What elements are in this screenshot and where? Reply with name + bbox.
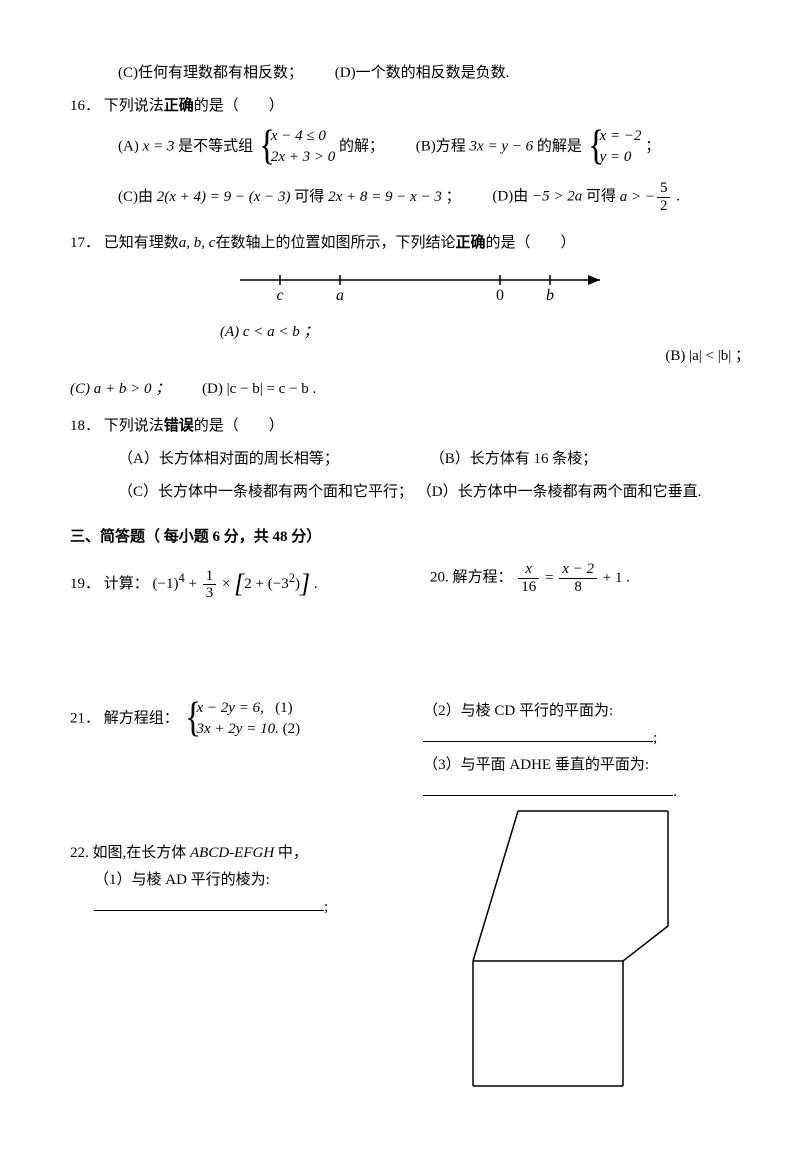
q15-options: (C)任何有理数都有相反数； (D)一个数的相反数是负数. [70, 60, 750, 87]
q19-q20-row: 19． 计算： (−1)4 + 13 × [2 + (−32)] . 20. 解… [70, 561, 750, 608]
q16-stem-pre: 下列说法 [104, 98, 164, 114]
cuboid-figure [423, 806, 750, 1116]
section-3-title: 三、简答题（ 每小题 6 分，共 48 分） [70, 524, 750, 551]
q16-stem-bold: 正确 [164, 98, 194, 114]
q16-a-x: x = 3 [143, 139, 175, 155]
q16-opt-a: (A) x = 3 是不等式组 x − 4 ≤ 0 2x + 3 > 0 的解； [118, 126, 384, 168]
q22-p1-blank [94, 895, 324, 911]
q16-b-eq: 3x = y − 6 [470, 139, 534, 155]
q20-label: 解方程： [453, 570, 513, 586]
q21-label: 解方程组： [104, 710, 179, 726]
q16-stem: 16． 下列说法正确的是（ ） [70, 93, 750, 120]
q22-p3-blank [423, 780, 673, 796]
svg-text:c: c [276, 287, 283, 304]
q16-row2: (C)由 2(x + 4) = 9 − (x − 3) 可得 2x + 8 = … [70, 180, 750, 214]
q16-opt-c: (C)由 2(x + 4) = 9 − (x − 3) 可得 2x + 8 = … [118, 184, 461, 211]
q16-b-system: x = −2 y = 0 [586, 126, 642, 168]
q18-opt-d: （D）长方体中一条棱都有两个面和它垂直. [417, 484, 702, 500]
cuboid-svg [423, 806, 703, 1106]
q18-number: 18． [70, 418, 100, 434]
q18-stem: 18． 下列说法错误的是（ ） [70, 413, 750, 440]
q16-stem-post: 的是（ ） [194, 98, 284, 114]
q21-system: x − 2y = 6, (1) 3x + 2y = 10. (2) [183, 698, 301, 740]
q22: 22. 如图,在长方体 ABCD-EFGH 中， （1）与棱 AD 平行的棱为:… [70, 840, 413, 921]
svg-text:0: 0 [496, 287, 504, 304]
q16-row1: (A) x = 3 是不等式组 x − 4 ≤ 0 2x + 3 > 0 的解；… [70, 126, 750, 168]
q19-number: 19． [70, 576, 100, 592]
q17-stem: 17． 已知有理数a, b, c在数轴上的位置如图所示，下列结论正确的是（ ） [70, 230, 750, 257]
q18-opt-a: （A）长方体相对面的周长相等； [118, 446, 398, 473]
q20-number: 20. [430, 570, 449, 586]
q18-opt-b: （B）长方体有 16 条棱； [430, 446, 598, 473]
q17-number: 17． [70, 235, 100, 251]
q16-number: 16． [70, 98, 100, 114]
q17-opts-row1: (A) c < a < b ； (B) |a| < |b| ； [70, 319, 750, 370]
q19-expr: (−1)4 + 13 × [2 + (−32)] [153, 576, 314, 592]
numberline-svg: c a 0 b [200, 265, 620, 305]
svg-text:b: b [546, 287, 554, 304]
q16-d-ineq: a > −52 [620, 189, 677, 205]
q17-opt-c: (C) a + b > 0 ； [70, 381, 170, 397]
svg-text:a: a [336, 287, 344, 304]
q17-opts-row2: (C) a + b > 0 ； (D) |c − b| = c − b . [70, 376, 750, 403]
q16-opt-b: (B)方程 3x = y − 6 的解是 x = −2 y = 0 ； [416, 126, 661, 168]
q19-label: 计算： [104, 576, 149, 592]
q21: 21． 解方程组： x − 2y = 6, (1) 3x + 2y = 10. … [70, 698, 413, 740]
q18-row1: （A）长方体相对面的周长相等； （B）长方体有 16 条棱； [70, 446, 750, 473]
q17-opt-a: (A) c < a < b ； [220, 324, 319, 340]
q22-number: 22. [70, 845, 89, 861]
q17-numberline: c a 0 b [70, 265, 750, 315]
q21-number: 21． [70, 710, 100, 726]
q18-opt-c: （C）长方体中一条棱都有两个面和它平行； [118, 484, 413, 500]
q20: 20. 解方程： x16 = x − 28 + 1 . [430, 561, 750, 595]
q18-row2: （C）长方体中一条棱都有两个面和它平行； （D）长方体中一条棱都有两个面和它垂直… [70, 479, 750, 506]
q17-opt-b: (B) |a| < |b| ； [665, 348, 750, 364]
q15-opt-d: (D)一个数的相反数是负数. [335, 60, 510, 87]
q16-opt-d: (D)由 −5 > 2a 可得 a > −52 . [492, 180, 680, 214]
q22-p3: （3）与平面 ADHE 垂直的平面为: [423, 752, 750, 779]
q22-p1: （1）与棱 AD 平行的棱为: [70, 867, 413, 894]
q22-p2: （2）与棱 CD 平行的平面为: [423, 698, 750, 725]
q21-q22-block: 21． 解方程组： x − 2y = 6, (1) 3x + 2y = 10. … [70, 698, 750, 1116]
q19: 19． 计算： (−1)4 + 13 × [2 + (−32)] . [70, 561, 390, 608]
q22-p2-blank [423, 726, 653, 742]
q17-opt-d: (D) |c − b| = c − b . [202, 381, 316, 397]
q15-opt-c: (C)任何有理数都有相反数； [118, 60, 303, 87]
q20-expr: x16 = x − 28 + 1 [516, 570, 626, 586]
q16-a-system: x − 4 ≤ 0 2x + 3 > 0 [257, 126, 335, 168]
